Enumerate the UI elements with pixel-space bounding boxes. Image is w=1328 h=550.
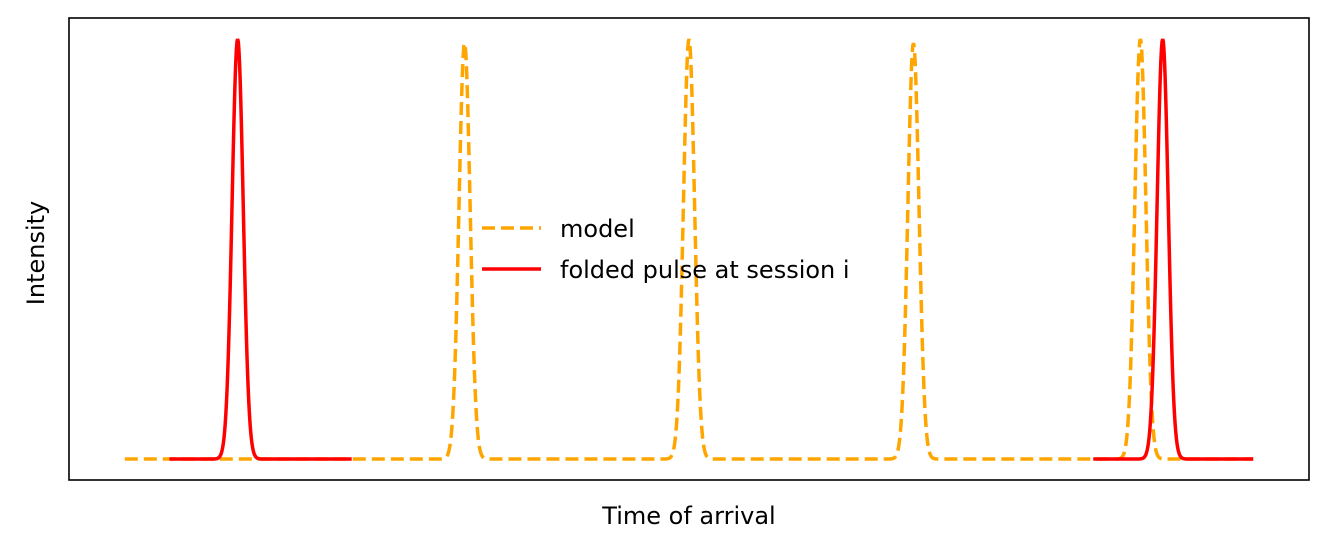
series-model-line [124, 38, 1254, 461]
y-axis-label: Intensity [22, 201, 50, 305]
legend-label-model: model [560, 215, 635, 243]
legend-label-folded-pulse: folded pulse at session i [560, 256, 850, 284]
x-axis-label: Time of arrival [601, 502, 775, 530]
series-layer [124, 38, 1254, 461]
series-folded-pulse-segment-1 [169, 38, 352, 461]
series-folded-pulse-segment-2 [1093, 38, 1254, 461]
plot-frame [68, 17, 1310, 481]
plot-background [69, 18, 1309, 480]
legend: model folded pulse at session i [482, 215, 850, 284]
